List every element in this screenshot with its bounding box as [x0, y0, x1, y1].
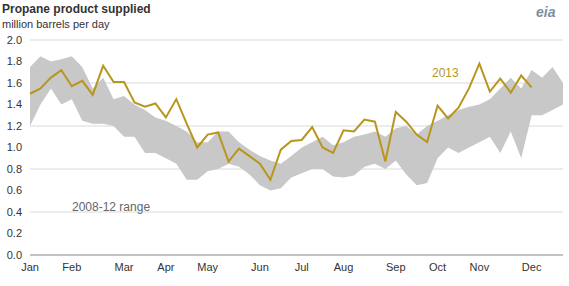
svg-text:0.2: 0.2: [8, 227, 22, 239]
svg-text:1.6: 1.6: [8, 77, 22, 89]
svg-text:1.0: 1.0: [8, 141, 22, 153]
svg-text:Mar: Mar: [115, 261, 134, 273]
svg-text:May: May: [197, 261, 218, 273]
html-text:2013: 2013: [432, 66, 459, 80]
html-text:million barrels per day: million barrels per day: [2, 18, 110, 30]
html-text:eia: eia: [536, 4, 556, 20]
svg-text:Jun: Jun: [251, 261, 269, 273]
svg-text:0.6: 0.6: [8, 184, 22, 196]
svg-text:Jul: Jul: [295, 261, 309, 273]
svg-text:Feb: Feb: [62, 261, 81, 273]
svg-text:0.4: 0.4: [8, 206, 22, 218]
svg-text:1.4: 1.4: [8, 98, 22, 110]
html-text:Propane product supplied: Propane product supplied: [2, 2, 151, 16]
svg-text:Jan: Jan: [21, 261, 39, 273]
svg-text:Dec: Dec: [522, 261, 542, 273]
svg-text:Sep: Sep: [386, 261, 406, 273]
svg-text:0.0: 0.0: [8, 249, 22, 261]
html-text:2008-12 range: 2008-12 range: [72, 200, 151, 214]
svg-text:1.8: 1.8: [8, 55, 22, 67]
svg-text:2.0: 2.0: [8, 34, 22, 46]
svg-text:Aug: Aug: [334, 261, 354, 273]
svg-text:Apr: Apr: [157, 261, 174, 273]
svg-text:0.8: 0.8: [8, 163, 22, 175]
svg-text:Oct: Oct: [429, 261, 446, 273]
svg-text:Nov: Nov: [470, 261, 490, 273]
svg-text:1.2: 1.2: [8, 120, 22, 132]
